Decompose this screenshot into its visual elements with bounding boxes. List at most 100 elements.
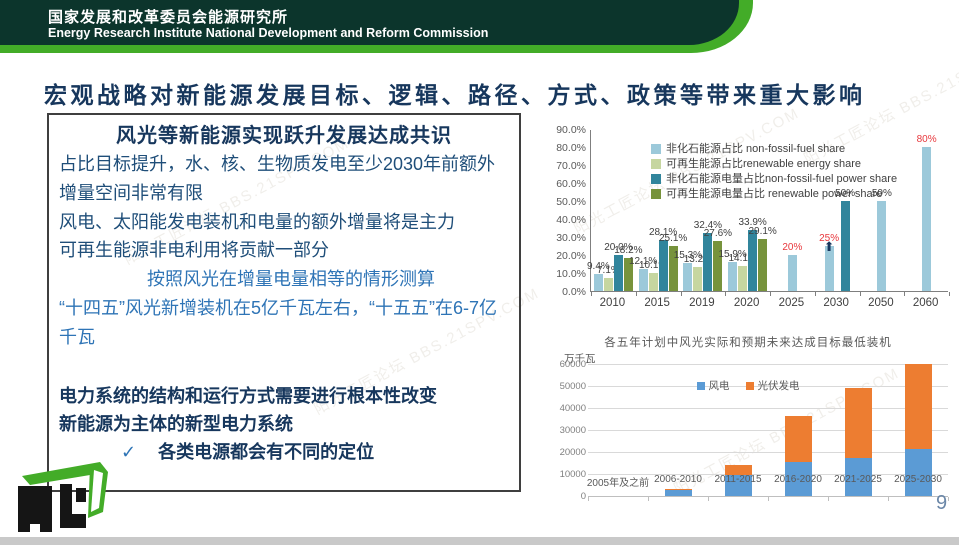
chart-bar — [603, 278, 613, 291]
bar-value-label: 18.2% — [614, 245, 643, 257]
textbox-spacer — [59, 352, 509, 382]
bottom-strip — [0, 537, 959, 545]
x-axis-tick — [635, 292, 637, 296]
bar-value-label: 7.1% — [596, 265, 620, 277]
gridline — [588, 452, 948, 453]
bar-segment — [664, 489, 692, 496]
x-axis-tick — [828, 497, 829, 501]
x-axis-tick — [814, 292, 816, 296]
x-axis-label: 2030 — [823, 297, 849, 309]
legend-item: 光伏发电 — [745, 378, 800, 393]
capacity-chart-legend: 风电 光伏发电 — [578, 378, 918, 393]
y-axis-tick-label: 80.0% — [556, 142, 586, 154]
textbox-line-mid: “十四五”风光新增装机在5亿千瓦左右，“十五五”在6-7亿千瓦 — [59, 297, 498, 347]
legend-label: 非化石能源占比 non-fossil-fuel share — [666, 143, 846, 155]
bar-segment — [904, 364, 932, 450]
legend-swatch — [651, 188, 661, 199]
bar-value-label: 25% — [819, 233, 840, 244]
y-axis-tick-label: 30.0% — [556, 232, 586, 244]
textbox-heading: 风光等新能源实现跃升发展达成共识 — [116, 125, 452, 147]
share-chart-legend: 非化石能源占比 non-fossil-fuel share 可再生能源占比rene… — [651, 142, 897, 201]
legend-item: 可再生能源电量占比 renewable power share — [651, 187, 897, 202]
legend-swatch — [651, 144, 661, 155]
legend-label: 非化石能源电量占比non-fossil-fuel power share — [666, 172, 898, 185]
chart-bar — [658, 240, 668, 291]
x-axis-label: 2010 — [599, 297, 626, 309]
textbox-line-mid: 按照风光在增量电量相等的情形测算 — [147, 269, 435, 290]
x-axis-tick — [725, 292, 727, 296]
page-number: 9 — [936, 492, 948, 514]
chart-bar — [877, 201, 887, 291]
x-axis-tick — [770, 292, 771, 296]
bar-value-label: 20% — [782, 242, 803, 253]
y-axis-tick-label: 20000 — [559, 447, 586, 458]
x-axis-tick — [859, 292, 861, 296]
x-axis-tick — [680, 292, 682, 296]
bar-segment — [904, 449, 932, 496]
legend-swatch — [651, 159, 661, 170]
x-axis-tick — [588, 497, 589, 501]
bar-value-label: 32.4% — [693, 219, 723, 231]
bar-segment — [724, 474, 752, 496]
gridline — [588, 474, 948, 475]
x-axis-label: 2020 — [733, 297, 760, 309]
x-axis-tick — [648, 497, 649, 501]
header-dark-band — [0, 0, 739, 45]
textbox-line: 风电、太阳能发电装机和电量的额外增量将是主力 — [59, 211, 455, 232]
bar-value-label: 28.1% — [648, 227, 678, 239]
y-axis-tick-label: 50.0% — [556, 196, 586, 208]
x-axis-label: 2025 — [778, 297, 805, 309]
bar-segment — [844, 388, 872, 459]
x-axis-label: 2015 — [644, 297, 670, 309]
textbox-check-text: 各类电源都会有不同的定位 — [158, 442, 375, 463]
y-axis-tick-label: 40000 — [559, 403, 586, 414]
textbox-line: 占比目标提升，水、核、生物质发电至少2030年前额外增量空间非常有限 — [59, 154, 496, 203]
y-axis-tick-label: 10000 — [559, 469, 586, 480]
bar-value-label: 80% — [916, 134, 937, 145]
x-axis-tick — [949, 292, 950, 296]
bar-segment — [844, 458, 872, 496]
x-axis-label: 2050 — [868, 297, 894, 309]
x-axis-label: 2060 — [912, 297, 939, 309]
chart-bar — [840, 201, 850, 291]
y-axis-tick-label: 20.0% — [556, 250, 586, 262]
bar-value-label: 13.2% — [683, 254, 713, 266]
chart-bar — [613, 255, 623, 291]
x-axis-tick — [591, 292, 592, 296]
bar-value-label: 15.9% — [718, 249, 747, 261]
x-axis-tick — [888, 497, 889, 501]
legend-label: 风电 — [708, 380, 730, 392]
chart-bar — [683, 263, 693, 291]
legend-item: 非化石能源占比 non-fossil-fuel share — [651, 142, 897, 157]
x-axis-tick — [948, 497, 949, 501]
bar-value-label: 33.9% — [738, 216, 767, 228]
y-axis-tick-label: 60.0% — [556, 178, 586, 190]
textbox-line-bold: 电力系统的结构和运行方式需要进行根本性改变 — [59, 385, 437, 406]
bar-value-label: 20.0% — [604, 242, 633, 253]
chart-bar — [824, 246, 834, 291]
legend-swatch — [696, 381, 705, 390]
x-axis-label: 2005年及之前 — [586, 478, 650, 489]
legend-item: 可再生能源占比renewable energy share — [651, 157, 897, 172]
textbox-line: 可再生能源非电利用将贡献一部分 — [59, 240, 329, 261]
x-axis-tick — [768, 497, 769, 501]
chart-bar — [703, 232, 713, 291]
gridline — [588, 408, 948, 409]
legend-label: 光伏发电 — [757, 380, 800, 392]
page-title: 宏观战略对新能源发展目标、逻辑、路径、方式、政策等带来重大影响 — [44, 82, 866, 108]
x-axis-label: 2011-2015 — [714, 474, 762, 485]
legend-swatch — [651, 174, 661, 185]
x-axis-tick — [708, 497, 709, 501]
x-axis-line — [588, 496, 948, 497]
bar-segment — [784, 416, 812, 463]
energy-share-chart: 非化石能源占比 non-fossil-fuel share 可再生能源占比rene… — [538, 122, 958, 328]
capacity-chart-title: 各五年计划中风光实际和预期未来达成目标最低装机 — [604, 337, 892, 349]
chart-bar — [593, 274, 603, 291]
bar-value-label: 25.1% — [658, 232, 688, 244]
chart-bar — [787, 255, 797, 291]
bar-value-label: 12.1% — [628, 256, 658, 268]
bar-value-label: 9.4% — [586, 261, 610, 273]
x-axis-label: 2019 — [689, 297, 715, 309]
gridline — [588, 386, 948, 387]
